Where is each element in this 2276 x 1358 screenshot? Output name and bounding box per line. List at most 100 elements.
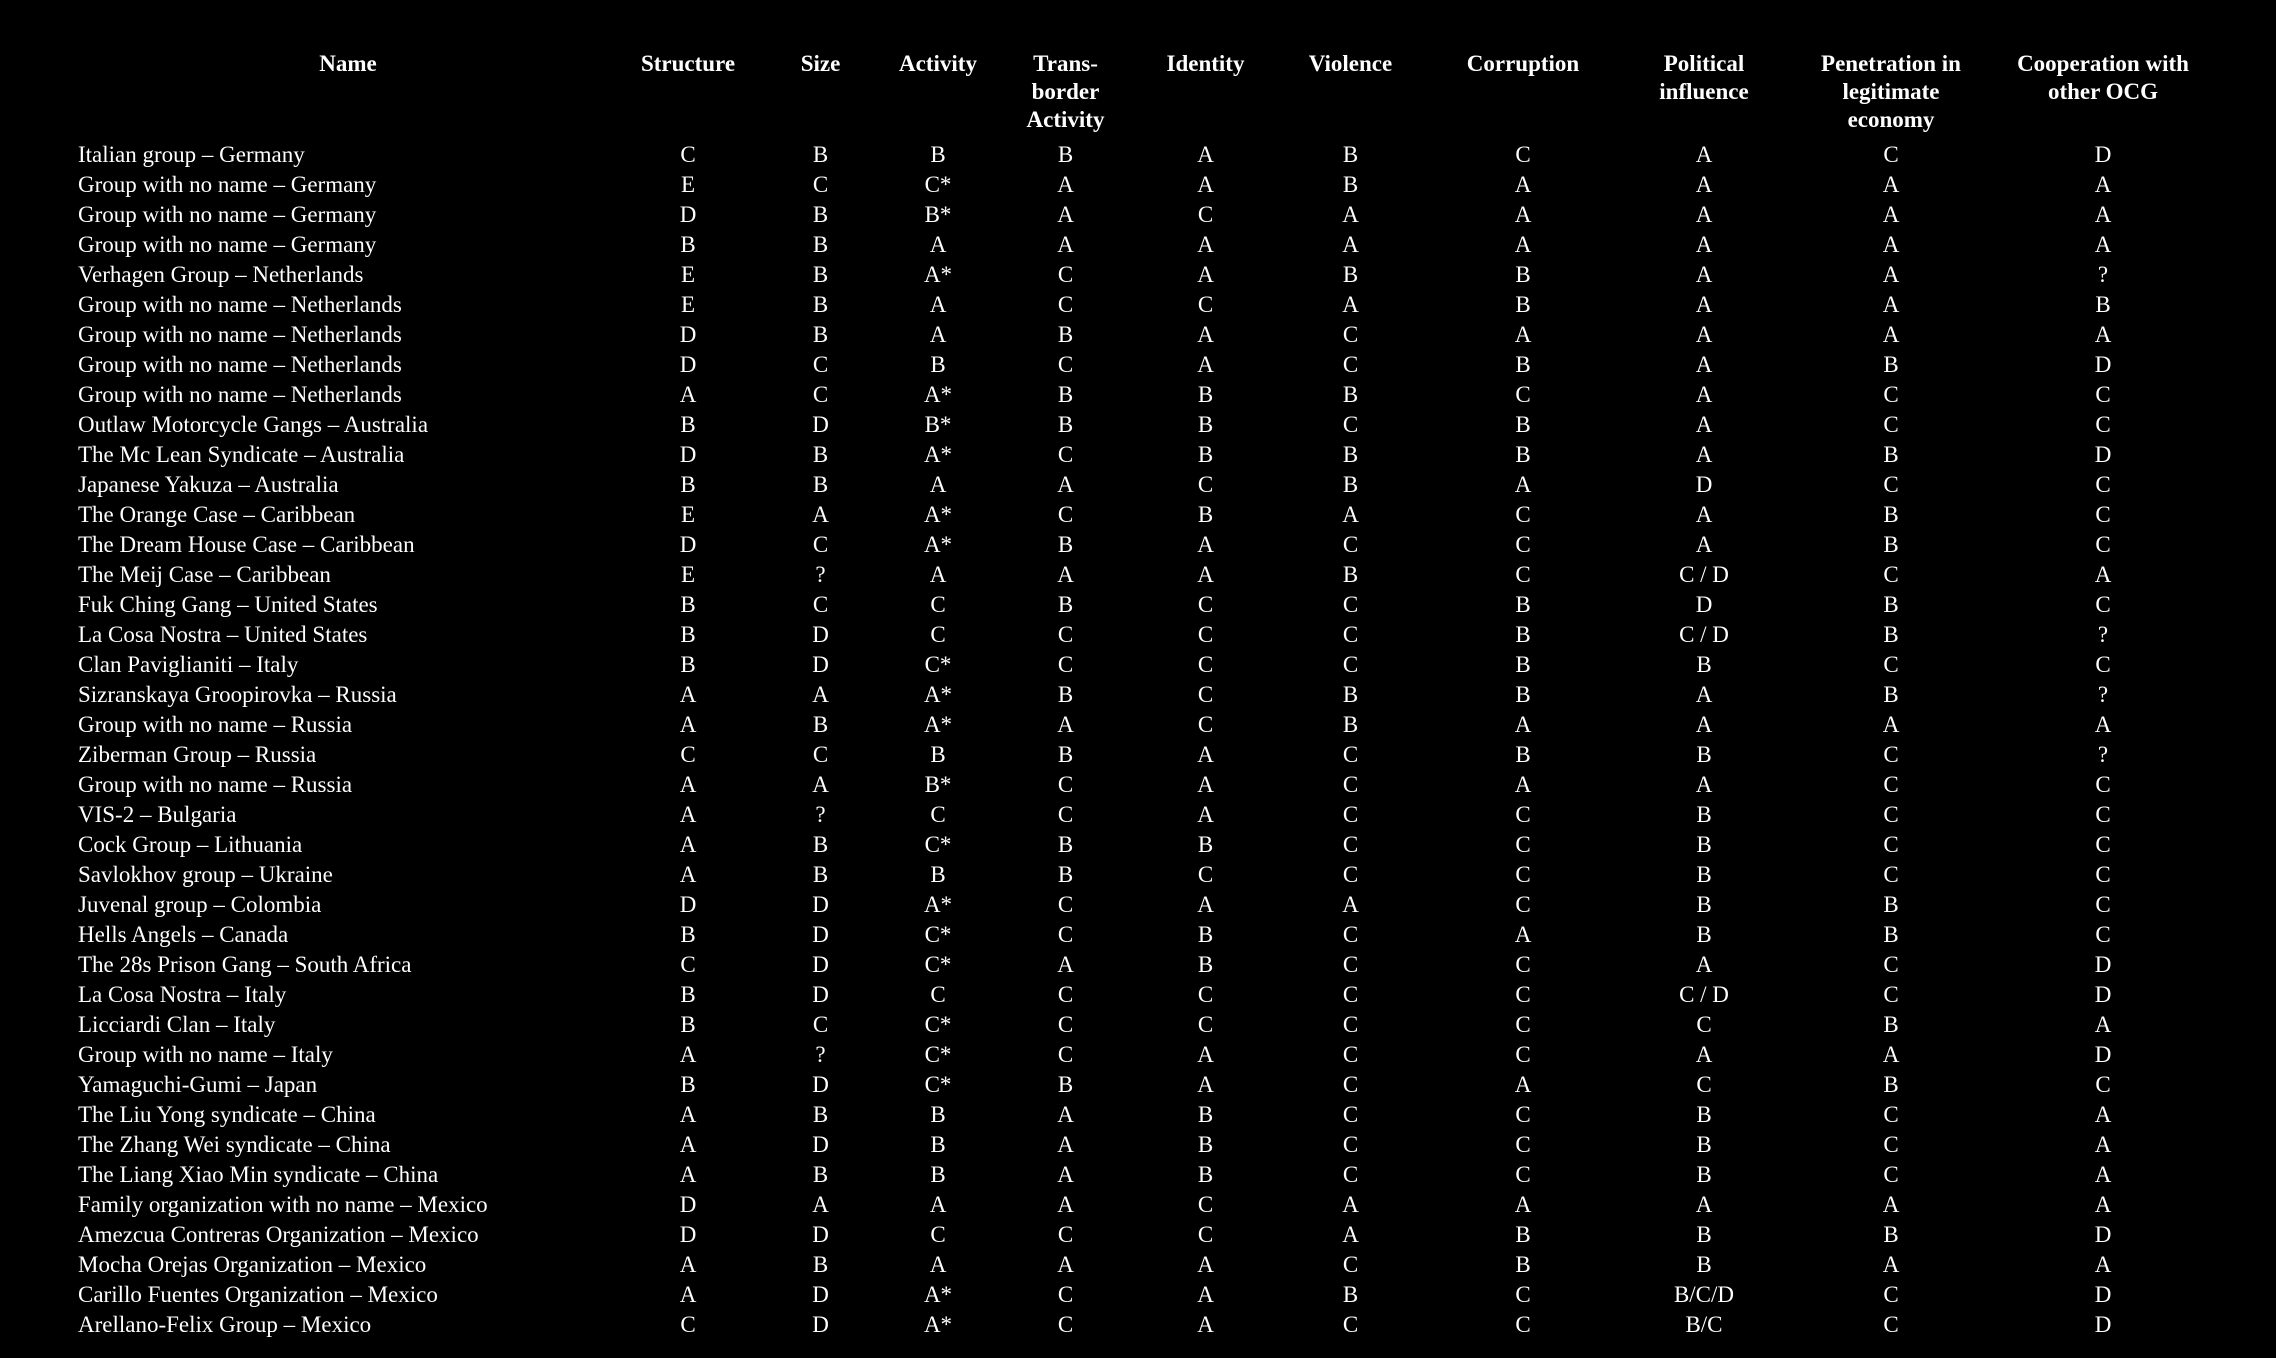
table-row: Amezcua Contreras Organization – Mexico D… <box>78 1220 2214 1250</box>
cell-violence: A <box>1342 892 1359 917</box>
cell-political: B/C <box>1685 1312 1723 1337</box>
cell-cooperation: A <box>2094 1012 2112 1037</box>
table-row: Mocha Orejas Organization – Mexico A B A A A C… <box>78 1250 2214 1280</box>
cell-name: VIS-2 – Bulgaria <box>78 802 237 827</box>
cell-name: Carillo Fuentes Organization – Mexico <box>78 1282 438 1307</box>
cell-transborder: C <box>1057 622 1074 647</box>
table-row: VIS-2 – Bulgaria A? C C A C C B C C <box>78 800 2214 830</box>
cell-structure: B <box>680 622 696 647</box>
cell-size: D <box>812 412 829 437</box>
cell-identity: B <box>1197 1102 1214 1127</box>
cell-size: B <box>812 1162 829 1187</box>
cell-name: The Orange Case – Caribbean <box>78 502 356 527</box>
cell-identity: A <box>1197 532 1214 557</box>
cell-structure: C <box>680 952 696 977</box>
cell-corruption: C <box>1515 1012 1531 1037</box>
cell-corruption: B <box>1515 352 1531 377</box>
cell-political: C <box>1696 1012 1712 1037</box>
cell-identity: A <box>1197 1252 1214 1277</box>
table-row: The Liu Yong syndicate – China A B B A B C C B C A <box>78 1100 2214 1130</box>
cell-transborder: A <box>1057 172 1074 197</box>
cell-structure: B <box>680 232 696 257</box>
cell-corruption: C <box>1515 1312 1531 1337</box>
cell-violence: C <box>1342 1072 1359 1097</box>
cell-activity: A <box>929 322 947 347</box>
cell-identity: B <box>1197 502 1214 527</box>
cell-transborder: B <box>1057 532 1074 557</box>
cell-identity: B <box>1197 952 1214 977</box>
cell-violence: C <box>1342 1312 1359 1337</box>
cell-size: D <box>812 982 829 1007</box>
cell-violence: A <box>1342 202 1359 227</box>
cell-identity: A <box>1197 802 1214 827</box>
cell-transborder: C <box>1057 1282 1074 1307</box>
cell-violence: C <box>1342 412 1359 437</box>
cell-transborder: B <box>1057 1072 1074 1097</box>
cell-name: Outlaw Motorcycle Gangs – Australia <box>78 412 429 437</box>
cell-size: A <box>812 682 829 707</box>
cell-size: D <box>812 1312 829 1337</box>
cell-name: Sizranskaya Groopirovka – Russia <box>78 682 397 707</box>
cell-size: C <box>812 532 829 557</box>
cell-structure: A <box>679 1042 697 1067</box>
cell-cooperation: C <box>2095 472 2111 497</box>
cell-corruption: C <box>1515 142 1531 167</box>
cell-corruption: A <box>1514 232 1532 257</box>
cell-violence: B <box>1342 442 1359 467</box>
cell-activity: C* <box>924 652 952 677</box>
cell-transborder: A <box>1057 202 1074 227</box>
cell-size: B <box>812 712 829 737</box>
cell-cooperation: A <box>2094 1102 2112 1127</box>
cell-corruption: A <box>1514 202 1532 227</box>
cell-political: A <box>1695 532 1713 557</box>
column-header-structure: Structure <box>640 51 736 76</box>
table-row: Savlokhov group – Ukraine A B B B C C C B C C <box>78 860 2214 890</box>
cell-corruption: B <box>1515 622 1531 647</box>
cell-penetration: A <box>1882 202 1900 227</box>
cell-political: A <box>1695 412 1713 437</box>
cell-political: A <box>1695 772 1713 797</box>
table-row: The 28s Prison Gang – South Africa C D C* A B… <box>78 950 2214 980</box>
cell-corruption: C <box>1515 1282 1531 1307</box>
cell-penetration: A <box>1882 262 1900 287</box>
cell-cooperation: A <box>2094 562 2112 587</box>
cell-corruption: C <box>1515 982 1531 1007</box>
table-row: Japanese Yakuza – Australia B B A A C B A D C C <box>78 470 2214 500</box>
cell-penetration: C <box>1883 1132 1899 1157</box>
cell-activity: C <box>930 622 946 647</box>
cell-size: C <box>812 352 829 377</box>
cell-activity: B <box>930 352 946 377</box>
table-row: Yamaguchi-Gumi – Japan B D C* B A C A C B C <box>78 1070 2214 1100</box>
cell-violence: C <box>1342 862 1359 887</box>
cell-violence: C <box>1342 952 1359 977</box>
cell-name: The Dream House Case – Caribbean <box>78 532 415 557</box>
cell-political: A <box>1695 442 1713 467</box>
table-row: Group with no name – Germany D B B* A C A A A A A <box>78 200 2214 230</box>
cell-political: C <box>1696 1072 1712 1097</box>
column-header-size: Size <box>800 51 841 76</box>
cell-transborder: B <box>1057 382 1074 407</box>
cell-activity: B <box>930 1132 946 1157</box>
cell-corruption: B <box>1515 682 1531 707</box>
cell-penetration: A <box>1882 712 1900 737</box>
cell-transborder: C <box>1057 502 1074 527</box>
cell-size: D <box>812 1132 829 1157</box>
cell-identity: B <box>1197 1132 1214 1157</box>
cell-violence: C <box>1342 622 1359 647</box>
column-header-violence: Violence <box>1308 51 1393 76</box>
cell-activity: C* <box>924 1042 952 1067</box>
cell-corruption: C <box>1515 562 1531 587</box>
cell-name: Mocha Orejas Organization – Mexico <box>78 1252 427 1277</box>
cell-penetration: C <box>1883 1282 1899 1307</box>
cell-size: C <box>812 592 829 617</box>
cell-size: B <box>812 1252 829 1277</box>
cell-activity: C <box>930 592 946 617</box>
cell-transborder: A <box>1057 562 1074 587</box>
cell-activity: A* <box>923 682 953 707</box>
table-row: The Dream House Case – Caribbean D C A* B A C C… <box>78 530 2214 560</box>
cell-cooperation: C <box>2095 532 2111 557</box>
table-row: The Liang Xiao Min syndicate – China A B B A… <box>78 1160 2214 1190</box>
cell-name: Amezcua Contreras Organization – Mexico <box>78 1222 479 1247</box>
cell-identity: C <box>1197 1012 1214 1037</box>
cell-political: A <box>1695 1042 1713 1067</box>
